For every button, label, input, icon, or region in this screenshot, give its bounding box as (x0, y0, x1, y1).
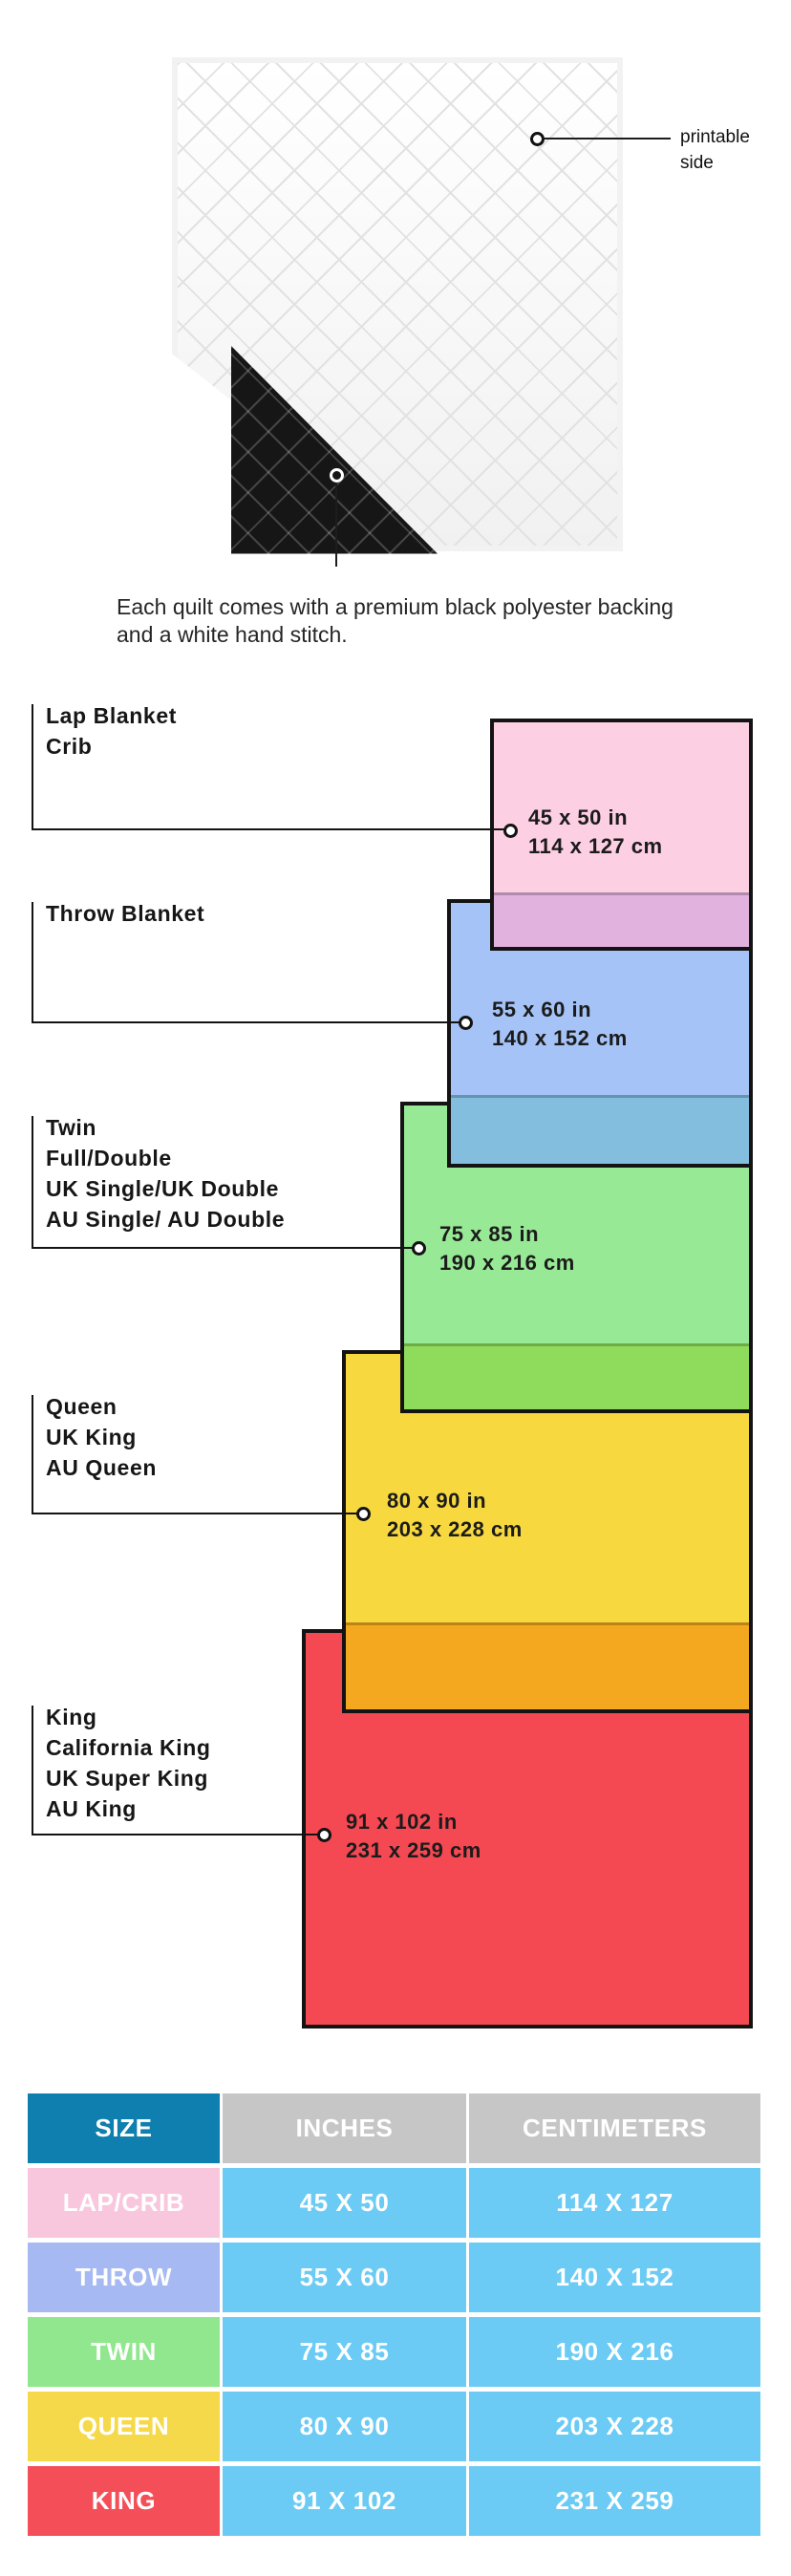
size-inches-queen: 80 x 90 in (387, 1489, 487, 1513)
connector-dot-twin (412, 1241, 426, 1256)
overlap-band-queen (346, 1622, 749, 1709)
size-inches-king: 91 x 102 in (346, 1810, 458, 1834)
table-cell-inches: 45 X 50 (223, 2168, 466, 2238)
connector-hline-twin (32, 1247, 418, 1249)
connector-hline-lap (32, 828, 510, 830)
backing-marker-line (335, 483, 337, 567)
size-text-twin: 75 x 85 in 190 x 216 cm (439, 1220, 575, 1277)
connector-vline-twin (32, 1116, 33, 1249)
printable-side-marker-line (545, 138, 671, 140)
size-text-throw: 55 x 60 in 140 x 152 cm (492, 996, 628, 1053)
blanket-label-queen: Queen UK King AU Queen (46, 1391, 157, 1483)
size-cm-queen: 203 x 228 cm (387, 1517, 523, 1541)
table-header-size: SIZE (28, 2093, 220, 2163)
backing-description: Each quilt comes with a premium black po… (117, 594, 673, 647)
overlap-band-lap (494, 892, 749, 947)
size-inches-throw: 55 x 60 in (492, 998, 592, 1021)
blanket-rect-lap (490, 719, 753, 951)
blanket-label-line: Crib (46, 734, 93, 759)
blanket-label-line: Lap Blanket (46, 703, 177, 728)
blanket-label-line: Full/Double (46, 1146, 172, 1170)
blanket-label-king: King California King UK Super King AU King (46, 1702, 211, 1824)
size-text-king: 91 x 102 in 231 x 259 cm (346, 1808, 481, 1865)
blanket-label-line: King (46, 1705, 97, 1729)
connector-vline-king (32, 1706, 33, 1835)
connector-vline-lap (32, 704, 33, 830)
overlap-band-throw (451, 1095, 749, 1164)
connector-dot-king (317, 1828, 331, 1842)
size-table: SIZE INCHES CENTIMETERS LAP/CRIB 45 X 50 114 … (28, 2093, 760, 2536)
table-cell-cm: 114 X 127 (469, 2168, 760, 2238)
blanket-label-line: UK Single/UK Double (46, 1176, 279, 1201)
table-cell-inches: 75 X 85 (223, 2317, 466, 2387)
blanket-label-throw: Throw Blanket (46, 898, 204, 929)
table-cell-cm: 140 X 152 (469, 2243, 760, 2312)
table-header-inches: INCHES (223, 2093, 466, 2163)
blanket-label-lap: Lap Blanket Crib (46, 700, 177, 762)
table-cell-inches: 91 X 102 (223, 2466, 466, 2536)
blanket-label-line: AU Single/ AU Double (46, 1207, 286, 1232)
blanket-label-line: California King (46, 1735, 211, 1760)
size-cm-king: 231 x 259 cm (346, 1838, 481, 1862)
connector-hline-queen (32, 1513, 363, 1514)
connector-hline-king (32, 1834, 324, 1835)
printable-side-label: printable side (680, 127, 750, 173)
size-cm-twin: 190 x 216 cm (439, 1251, 575, 1275)
blanket-label-line: AU Queen (46, 1455, 157, 1480)
connector-dot-throw (459, 1016, 473, 1030)
table-cell-inches: 80 X 90 (223, 2392, 466, 2461)
blanket-label-twin: Twin Full/Double UK Single/UK Double AU Sin… (46, 1112, 285, 1234)
blanket-label-line: Queen (46, 1394, 118, 1419)
size-cm-throw: 140 x 152 cm (492, 1026, 628, 1050)
table-cell-cm: 203 X 228 (469, 2392, 760, 2461)
blanket-label-line: UK Super King (46, 1766, 209, 1791)
connector-dot-lap (503, 824, 518, 838)
size-inches-lap: 45 x 50 in (528, 805, 629, 829)
size-cm-lap: 114 x 127 cm (528, 834, 663, 858)
blanket-label-line: AU King (46, 1796, 137, 1821)
table-row-label-king: KING (28, 2466, 220, 2536)
overlap-band-twin (404, 1343, 749, 1409)
backing-marker-dot (330, 468, 344, 483)
connector-vline-queen (32, 1395, 33, 1514)
table-row-label-throw: THROW (28, 2243, 220, 2312)
blanket-label-line: Twin (46, 1115, 97, 1140)
printable-side-marker-dot (530, 132, 545, 146)
table-cell-cm: 190 X 216 (469, 2317, 760, 2387)
table-cell-inches: 55 X 60 (223, 2243, 466, 2312)
table-row-label-lap-crib: LAP/CRIB (28, 2168, 220, 2238)
table-row-label-twin: TWIN (28, 2317, 220, 2387)
size-inches-twin: 75 x 85 in (439, 1222, 540, 1246)
size-text-queen: 80 x 90 in 203 x 228 cm (387, 1487, 523, 1544)
connector-dot-queen (356, 1507, 371, 1521)
connector-vline-throw (32, 902, 33, 1023)
blanket-label-line: UK King (46, 1425, 137, 1449)
table-header-centimeters: CENTIMETERS (469, 2093, 760, 2163)
blanket-label-line: Throw Blanket (46, 901, 205, 926)
table-cell-cm: 231 X 259 (469, 2466, 760, 2536)
connector-hline-throw (32, 1021, 465, 1023)
size-text-lap: 45 x 50 in 114 x 127 cm (528, 804, 663, 861)
table-row-label-queen: QUEEN (28, 2392, 220, 2461)
